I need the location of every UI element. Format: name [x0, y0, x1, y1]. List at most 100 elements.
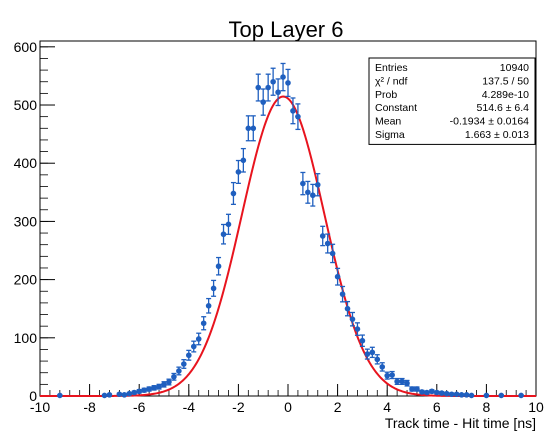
point-marker [255, 84, 262, 91]
point-marker [379, 364, 386, 370]
point-marker [265, 84, 271, 91]
point-marker [518, 392, 524, 399]
point-marker [245, 125, 252, 132]
data-point [324, 233, 331, 254]
data-point [270, 67, 276, 96]
data-point [394, 377, 400, 386]
data-point [379, 362, 386, 372]
point-marker [101, 392, 108, 399]
data-point [434, 389, 440, 396]
data-point [419, 389, 425, 395]
point-marker [275, 89, 281, 96]
data-point [136, 388, 142, 395]
point-marker [57, 392, 63, 399]
data-point [319, 225, 326, 247]
point-marker [463, 392, 470, 398]
data-point [255, 73, 262, 102]
data-point [389, 370, 395, 380]
data-point [364, 348, 371, 360]
stats-box: Entries 10940 χ² / ndf 137.5 / 50 Prob 4.289e… [368, 57, 536, 145]
data-point [399, 377, 405, 386]
stats-value: 137.5 / 50 [482, 75, 529, 87]
stats-label: Mean [375, 116, 401, 128]
point-marker [300, 180, 306, 187]
point-marker [220, 231, 227, 238]
data-point [131, 389, 138, 396]
y-tick-label: 500 [14, 97, 38, 113]
data-point [151, 385, 157, 391]
point-marker [200, 320, 207, 327]
point-marker [181, 361, 187, 367]
data-point [290, 97, 296, 125]
y-tick-label: 600 [14, 39, 38, 55]
point-marker [190, 343, 197, 350]
point-marker [225, 221, 232, 228]
point-marker [215, 263, 222, 270]
data-point [141, 387, 147, 393]
stats-label: Entries [375, 62, 408, 74]
point-marker [161, 381, 167, 388]
data-point [329, 243, 336, 264]
data-point [314, 173, 321, 197]
data-point [166, 378, 172, 386]
point-marker [498, 392, 505, 399]
stats-box-frame [368, 57, 536, 145]
data-point [250, 115, 257, 142]
x-tick-label: 10 [528, 399, 544, 415]
data-point [285, 68, 291, 98]
point-marker [136, 388, 142, 395]
point-marker [344, 305, 351, 312]
data-point [518, 392, 524, 399]
data-point [106, 392, 113, 398]
data-point [146, 386, 152, 392]
data-point [339, 285, 346, 303]
point-marker [374, 356, 381, 363]
point-marker [394, 378, 400, 385]
y-tick-label: 0 [29, 388, 37, 404]
point-marker [434, 389, 440, 396]
data-point [171, 372, 177, 381]
data-point [156, 383, 162, 390]
point-marker [186, 352, 192, 359]
data-point [414, 386, 420, 392]
point-marker [429, 388, 435, 395]
data-point [186, 349, 192, 361]
stats-value: 514.6 ± 6.4 [477, 102, 530, 114]
data-point [210, 279, 217, 297]
data-point [220, 223, 227, 245]
data-point [240, 147, 247, 173]
data-point [458, 392, 465, 398]
point-marker [414, 386, 420, 392]
x-tick-label: 2 [334, 399, 342, 415]
stats-label: Prob [375, 89, 397, 101]
point-marker [151, 385, 157, 391]
data-point [215, 256, 222, 276]
point-marker [195, 336, 202, 342]
point-marker [419, 389, 425, 395]
stats-value: 10940 [500, 62, 529, 74]
data-point [483, 392, 490, 399]
point-marker [354, 326, 361, 332]
point-marker [260, 99, 267, 105]
data-point [438, 390, 445, 396]
data-point [280, 62, 286, 92]
point-marker [443, 390, 450, 397]
point-marker [240, 157, 247, 164]
point-marker [230, 190, 237, 197]
data-point [453, 391, 460, 398]
point-marker [250, 125, 257, 132]
data-point [443, 390, 450, 397]
data-point [369, 346, 376, 359]
data-point [384, 371, 391, 380]
point-marker [424, 389, 430, 396]
data-point [424, 389, 430, 396]
data-point [359, 334, 366, 348]
point-marker [369, 349, 376, 356]
data-point [260, 88, 267, 116]
data-point [409, 386, 415, 392]
data-point [300, 171, 306, 196]
data-point [448, 391, 455, 398]
data-point [429, 388, 435, 395]
